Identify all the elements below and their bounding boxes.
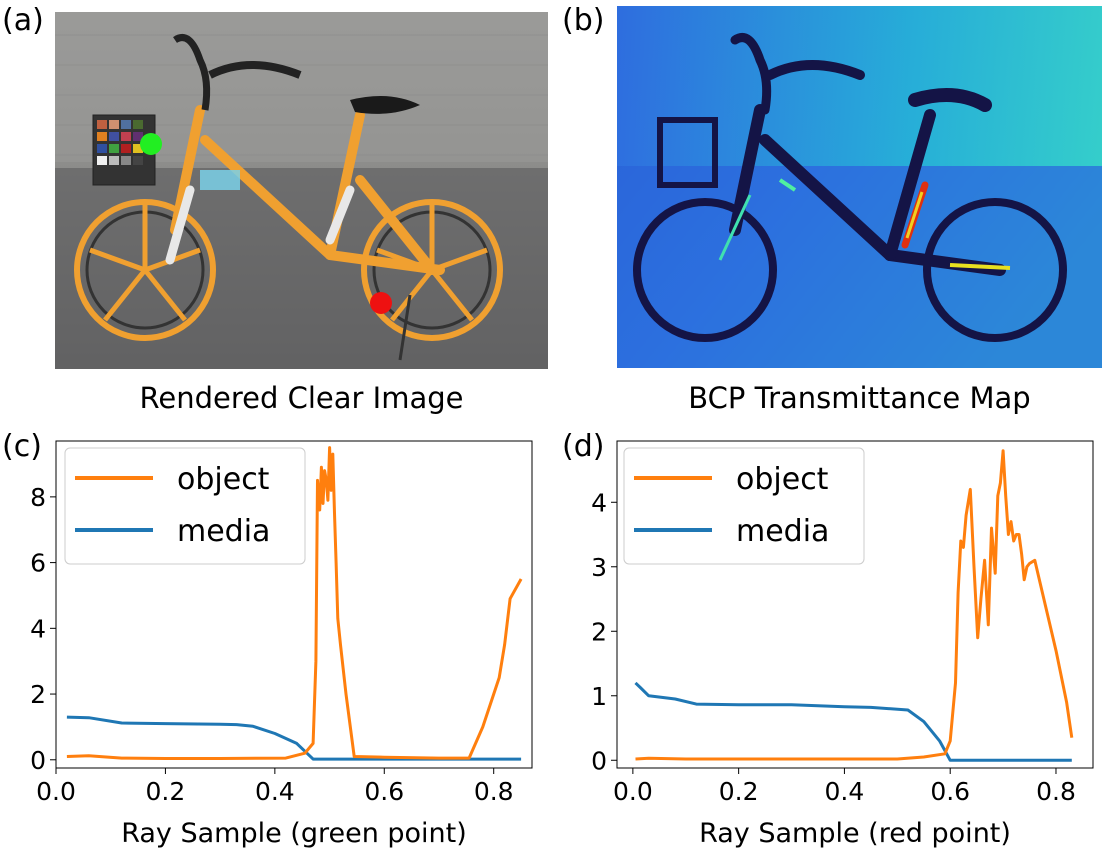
- chart-d-xtick-label: 0.8: [1036, 777, 1076, 806]
- chart-c-xlabel: Ray Sample (green point): [121, 818, 467, 849]
- chart-d-xtick-label: 0.2: [719, 777, 759, 806]
- caption-b: BCP Transmittance Map: [688, 381, 1031, 415]
- chart-c-xtick-label: 0.0: [36, 777, 76, 806]
- chart-d-ytick-label: 4: [591, 488, 607, 517]
- chart-c-ytick-label: 2: [30, 680, 46, 709]
- chart-c-series-object: [66, 446, 523, 760]
- chart-c-ytick-label: 8: [30, 483, 46, 512]
- chart-c-xtick-label: 0.2: [146, 777, 186, 806]
- chart-d-ytick-label: 1: [591, 682, 607, 711]
- chart-c-ytick-label: 6: [30, 549, 46, 578]
- chart-d-ytick-label: 3: [591, 553, 607, 582]
- panel-label-b: (b): [562, 3, 605, 38]
- chart-c-legend-label-media: media: [177, 514, 270, 549]
- chart-d-xlabel: Ray Sample (red point): [699, 818, 1011, 849]
- chart-c-legend-label-object: object: [177, 462, 270, 497]
- chart-d-xtick-label: 0.4: [825, 777, 865, 806]
- chart-c-ytick-label: 0: [30, 746, 46, 775]
- chart-d-xtick-label: 0.6: [930, 777, 970, 806]
- chart-c-xtick-label: 0.4: [255, 777, 295, 806]
- chart-c-frame: [55, 440, 533, 769]
- caption-a: Rendered Clear Image: [139, 381, 464, 415]
- chart-c-xtick-label: 0.8: [474, 777, 514, 806]
- panel-label-d: (d): [562, 429, 605, 464]
- chart-d-series-object: [635, 449, 1074, 761]
- chart-d-legend-label-object: object: [736, 462, 829, 497]
- panel-label-a: (a): [2, 3, 44, 38]
- chart-c-ytick-label: 4: [30, 614, 46, 643]
- chart-d-legend-label-media: media: [736, 514, 829, 549]
- chart-c-xtick-label: 0.6: [364, 777, 404, 806]
- chart-d-ytick-label: 0: [591, 746, 607, 775]
- chart-d-series-media: [634, 681, 1072, 762]
- chart-d-frame: [616, 440, 1094, 769]
- chart-d-ytick-label: 2: [591, 617, 607, 646]
- chart-d-xtick-label: 0.0: [613, 777, 653, 806]
- panel-label-c: (c): [2, 429, 42, 464]
